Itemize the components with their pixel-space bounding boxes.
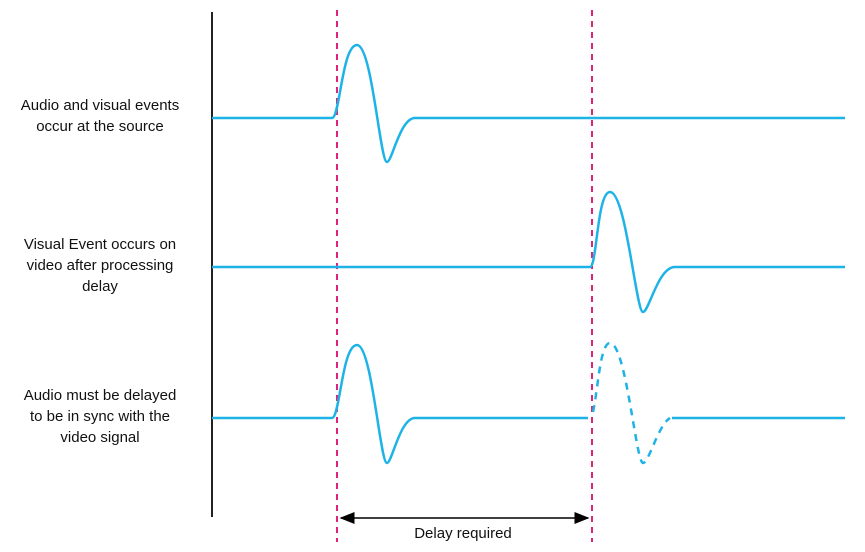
row-label: Visual Event occurs on <box>24 236 176 253</box>
video-wave <box>212 190 845 314</box>
audio-source-wave <box>212 43 845 164</box>
row-label: to be in sync with the <box>30 408 170 425</box>
row-label: Audio and visual events <box>21 97 179 114</box>
row-label: Audio must be delayed <box>24 387 177 404</box>
row-label: occur at the source <box>36 118 164 135</box>
row-label: video signal <box>60 429 139 446</box>
delay-label: Delay required <box>414 525 512 542</box>
row-label: video after processing <box>27 257 174 274</box>
row-label: delay <box>82 278 118 295</box>
audio-original-wave <box>212 343 588 465</box>
audio-delayed-wave <box>591 341 671 465</box>
